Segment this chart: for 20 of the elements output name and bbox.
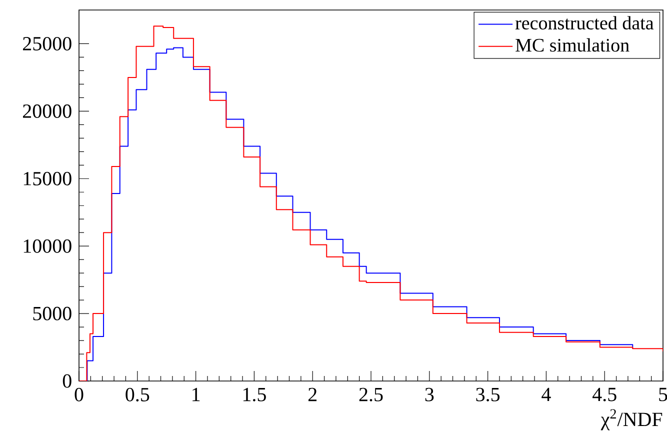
y-tick-label: 10000	[24, 239, 72, 253]
x-tick-label: 4.5	[592, 388, 616, 402]
x-tick-label: 2	[308, 388, 316, 402]
x-tick-label: 3.5	[476, 388, 500, 402]
y-tick-label: 0	[62, 374, 72, 388]
x-tick-label: 2.5	[359, 388, 383, 402]
x-tick-label: 1.5	[243, 388, 266, 402]
y-tick-label: 15000	[24, 172, 72, 186]
x-axis-title: χ$^{2}$/NDF	[600, 409, 662, 430]
x-tick-label: 4	[542, 388, 551, 402]
x-tick-label: 5	[659, 388, 667, 402]
x-tick-label: 3	[425, 388, 434, 402]
x-tick-label: 0	[74, 388, 84, 402]
legend-label: MC simulation	[516, 38, 630, 52]
x-tick-label: 0.5	[126, 388, 150, 402]
legend-label: reconstructed data	[515, 16, 654, 30]
y-tick-label: 20000	[23, 104, 72, 118]
y-tick-label: 5000	[33, 306, 72, 320]
y-tick-label: 25000	[23, 36, 72, 50]
x-tick-label: 1	[192, 388, 200, 402]
